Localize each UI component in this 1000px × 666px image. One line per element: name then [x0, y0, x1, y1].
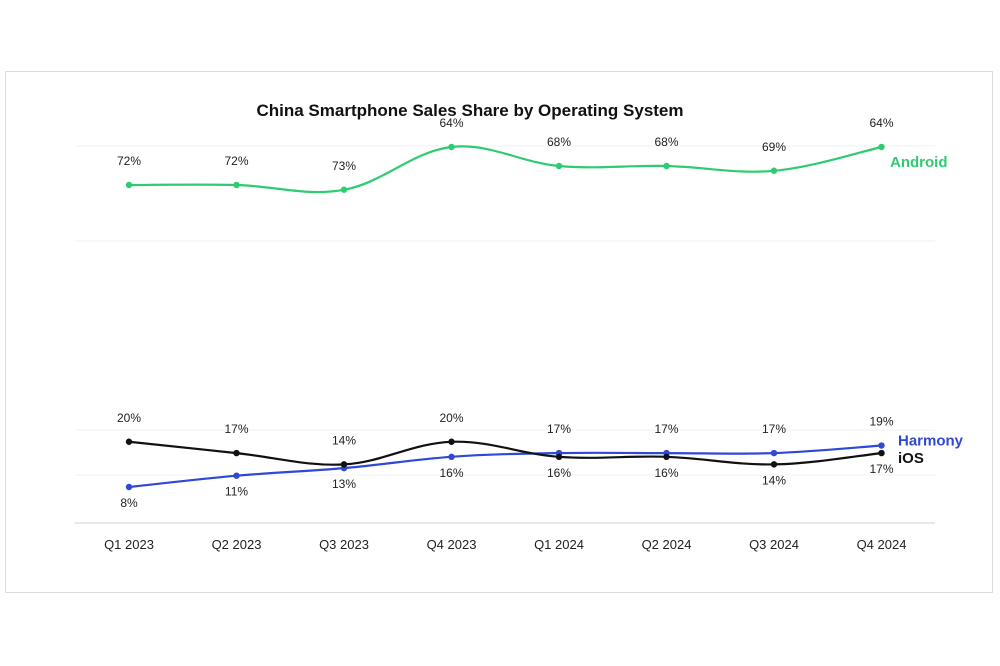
- chart-frame: [5, 71, 993, 593]
- android-data-point: [770, 167, 778, 174]
- ios-data-label: 17%: [869, 462, 893, 476]
- x-tick-label: Q2 2024: [642, 537, 692, 552]
- harmony-data-point: [125, 483, 133, 491]
- x-tick-label: Q4 2024: [857, 537, 907, 552]
- harmony-series-line: [127, 444, 883, 489]
- ios-data-point: [878, 449, 885, 457]
- ios-data-point: [340, 461, 348, 468]
- android-data-point: [340, 186, 348, 193]
- x-tick-label: Q2 2023: [212, 537, 262, 552]
- x-tick-label: Q4 2023: [427, 537, 477, 552]
- android-series-line: [127, 145, 883, 194]
- ios-data-label: 20%: [439, 411, 463, 425]
- ios-data-label: 14%: [332, 433, 356, 447]
- android-series-label: Android: [890, 154, 948, 171]
- label-layer: 72% 72% 73% 64% 68% 68% 69% 64% Android 8% 11% 13% 1…: [117, 116, 964, 510]
- android-data-label: 69%: [762, 140, 786, 154]
- android-data-label: 72%: [224, 154, 248, 168]
- harmony-data-label: 17%: [547, 422, 571, 436]
- harmony-data-label: 11%: [225, 485, 248, 499]
- harmony-data-point: [233, 472, 240, 479]
- ios-data-label: 16%: [654, 466, 678, 480]
- ios-data-label: 16%: [547, 466, 571, 480]
- android-data-label: 68%: [547, 135, 571, 149]
- android-data-point: [878, 143, 885, 151]
- x-tick-label: Q1 2023: [104, 537, 154, 552]
- android-data-point: [233, 181, 240, 189]
- x-tick-labels: Q1 2023 Q2 2023 Q3 2023 Q4 2023 Q1 2024 Q2 20…: [104, 537, 906, 552]
- harmony-data-point: [878, 442, 885, 449]
- android-data-point: [663, 162, 670, 170]
- android-data-point: [555, 162, 563, 170]
- series-layer: [125, 143, 885, 491]
- android-data-point: [448, 143, 455, 151]
- ios-data-point: [770, 461, 778, 468]
- ios-series-label: iOS: [898, 450, 924, 467]
- x-tick-label: Q1 2024: [534, 537, 584, 552]
- ios-data-point: [125, 438, 133, 445]
- harmony-data-label: 19%: [869, 415, 893, 429]
- harmony-data-point: [770, 449, 778, 457]
- ios-series-line: [127, 440, 883, 466]
- harmony-data-label: 16%: [439, 466, 463, 480]
- harmony-data-label: 17%: [654, 422, 678, 436]
- ios-data-point: [663, 453, 670, 461]
- android-data-label: 68%: [654, 135, 678, 149]
- harmony-data-label: 17%: [762, 422, 786, 436]
- android-data-point: [125, 181, 133, 189]
- android-data-label: 73%: [332, 159, 356, 173]
- ios-data-point: [448, 438, 455, 445]
- android-data-label: 72%: [117, 154, 141, 168]
- android-data-label: 64%: [439, 116, 463, 130]
- harmony-series-label: Harmony: [898, 433, 964, 450]
- android-data-label: 64%: [869, 116, 893, 130]
- chart-title: China Smartphone Sales Share by Operatin…: [256, 101, 683, 120]
- ios-data-label: 17%: [224, 422, 248, 436]
- ios-data-point: [555, 453, 563, 461]
- harmony-data-label: 8%: [120, 496, 138, 510]
- harmony-data-point: [448, 453, 455, 461]
- x-tick-label: Q3 2023: [319, 537, 369, 552]
- x-tick-label: Q3 2024: [749, 537, 799, 552]
- ios-data-point: [233, 449, 240, 457]
- ios-data-label: 14%: [762, 473, 786, 487]
- ios-data-label: 20%: [117, 411, 141, 425]
- harmony-data-label: 13%: [332, 477, 356, 491]
